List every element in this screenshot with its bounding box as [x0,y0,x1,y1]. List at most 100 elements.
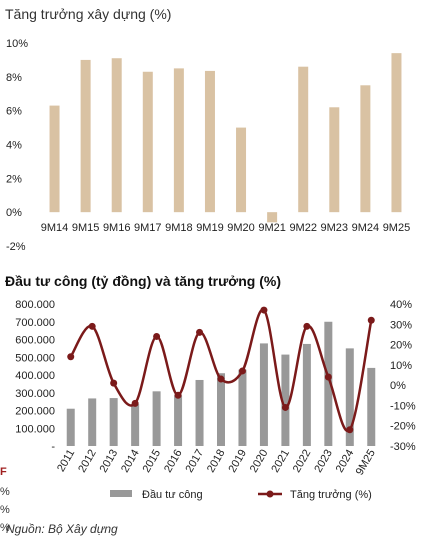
x-tick-label: 2022 [291,448,314,475]
x-tick-label: 2023 [312,448,335,475]
bar [329,107,340,213]
line-point [196,328,204,336]
x-tick-label: 9M24 [352,222,380,234]
bar [195,379,204,446]
x-tick-label: 9M22 [289,222,317,234]
right-y-tick-label: -20% [390,421,416,433]
line-point [153,332,161,340]
x-tick-label: 9M18 [165,222,193,234]
x-tick-label: 2017 [183,448,206,475]
y-tick-label: 2% [6,173,22,185]
chart2-title: Đầu tư công (tỷ đồng) và tăng trưởng (%) [5,273,281,289]
y-tick-label: 8% [6,72,22,84]
line-point [110,379,118,387]
bar [360,85,371,213]
x-tick-label: 2020 [248,448,271,475]
line-point [367,316,375,324]
left-y-tick-label: 600.000 [15,335,55,347]
line-point [174,391,182,399]
edge-fragment: % [0,504,10,516]
x-tick-label: 2021 [269,448,292,475]
y-tick-label: 0% [6,207,22,219]
bar [302,343,311,446]
x-tick-label: 9M20 [227,222,255,234]
x-tick-label: 2014 [119,448,142,475]
bar [391,53,402,213]
x-tick-label: 9M23 [321,222,349,234]
x-tick-label: 2016 [162,448,185,475]
bar [238,369,247,446]
left-y-tick-label: 700.000 [15,317,55,329]
left-y-tick-label: 500.000 [15,352,55,364]
bar [324,321,333,446]
y-tick-label: 4% [6,140,22,152]
legend-swatch-bar [110,490,132,497]
line-point [88,322,96,330]
line-point [131,399,139,407]
bar [367,367,376,446]
left-y-tick-label: 400.000 [15,370,55,382]
right-y-tick-label: 0% [390,380,406,392]
bar [217,373,225,446]
bar [49,105,60,213]
growth-line [69,308,373,433]
x-tick-label: 2015 [141,448,164,475]
x-tick-label: 9M16 [103,222,131,234]
chart1-title: Tăng trưởng xây dựng (%) [5,6,172,22]
bar [267,212,278,223]
x-tick-label: 2011 [55,448,77,474]
x-tick-label: 9M25 [383,222,411,234]
line-point [346,426,354,434]
y-tick-label: 10% [6,38,28,50]
y-tick-label: -2% [6,241,26,253]
line-point [238,367,246,375]
legend-label: Đầu tư công [142,489,203,501]
bar [173,68,184,213]
left-y-tick-label: 800.000 [15,299,55,311]
right-y-tick-label: 40% [390,299,412,311]
left-y-tick-label: 100.000 [15,423,55,435]
bar [204,70,215,213]
bar [152,391,161,446]
bar [66,408,75,446]
line-point [324,373,332,381]
line-point [281,403,289,411]
x-tick-label: 9M25 [354,448,378,478]
right-y-tick-label: 20% [390,340,412,352]
x-tick-label: 9M15 [72,222,100,234]
legend-label: Tăng trưởng (%) [290,489,372,501]
y-tick-label: 6% [6,106,22,118]
bar [88,398,97,446]
x-tick-label: 2013 [98,448,121,475]
bar [281,354,290,446]
edge-fragment: % [0,486,10,498]
bar [259,343,268,446]
construction-growth-chart: -2% 0% 2% 4% 6% 8% 10% 9M14 9M15 9M16 9M17 9M18 9M19… [6,38,411,253]
left-y-tick-label: 200.000 [15,406,55,418]
bar [80,59,91,213]
bar [236,127,247,213]
left-y-tick-label: 300.000 [15,388,55,400]
x-tick-label: 2018 [205,448,228,475]
right-y-tick-label: 10% [390,360,412,372]
x-tick-label: 9M19 [196,222,224,234]
edge-fragment: F [0,466,7,478]
bar [131,404,140,446]
bar [109,398,118,446]
line-point [217,375,225,383]
bar [174,395,183,446]
line-point [67,353,75,361]
line-point [303,322,311,330]
right-y-tick-label: -30% [390,441,416,453]
x-tick-label: 2019 [226,448,249,475]
bar [345,348,354,446]
bar [298,66,309,213]
right-y-tick-label: -10% [390,400,416,412]
x-tick-label: 9M14 [41,222,69,234]
bar [142,71,153,213]
source-note: Nguồn: Bộ Xây dựng [6,522,118,536]
right-y-tick-label: 30% [390,319,412,331]
x-tick-label: 9M17 [134,222,162,234]
x-tick-label: 2012 [76,448,99,475]
